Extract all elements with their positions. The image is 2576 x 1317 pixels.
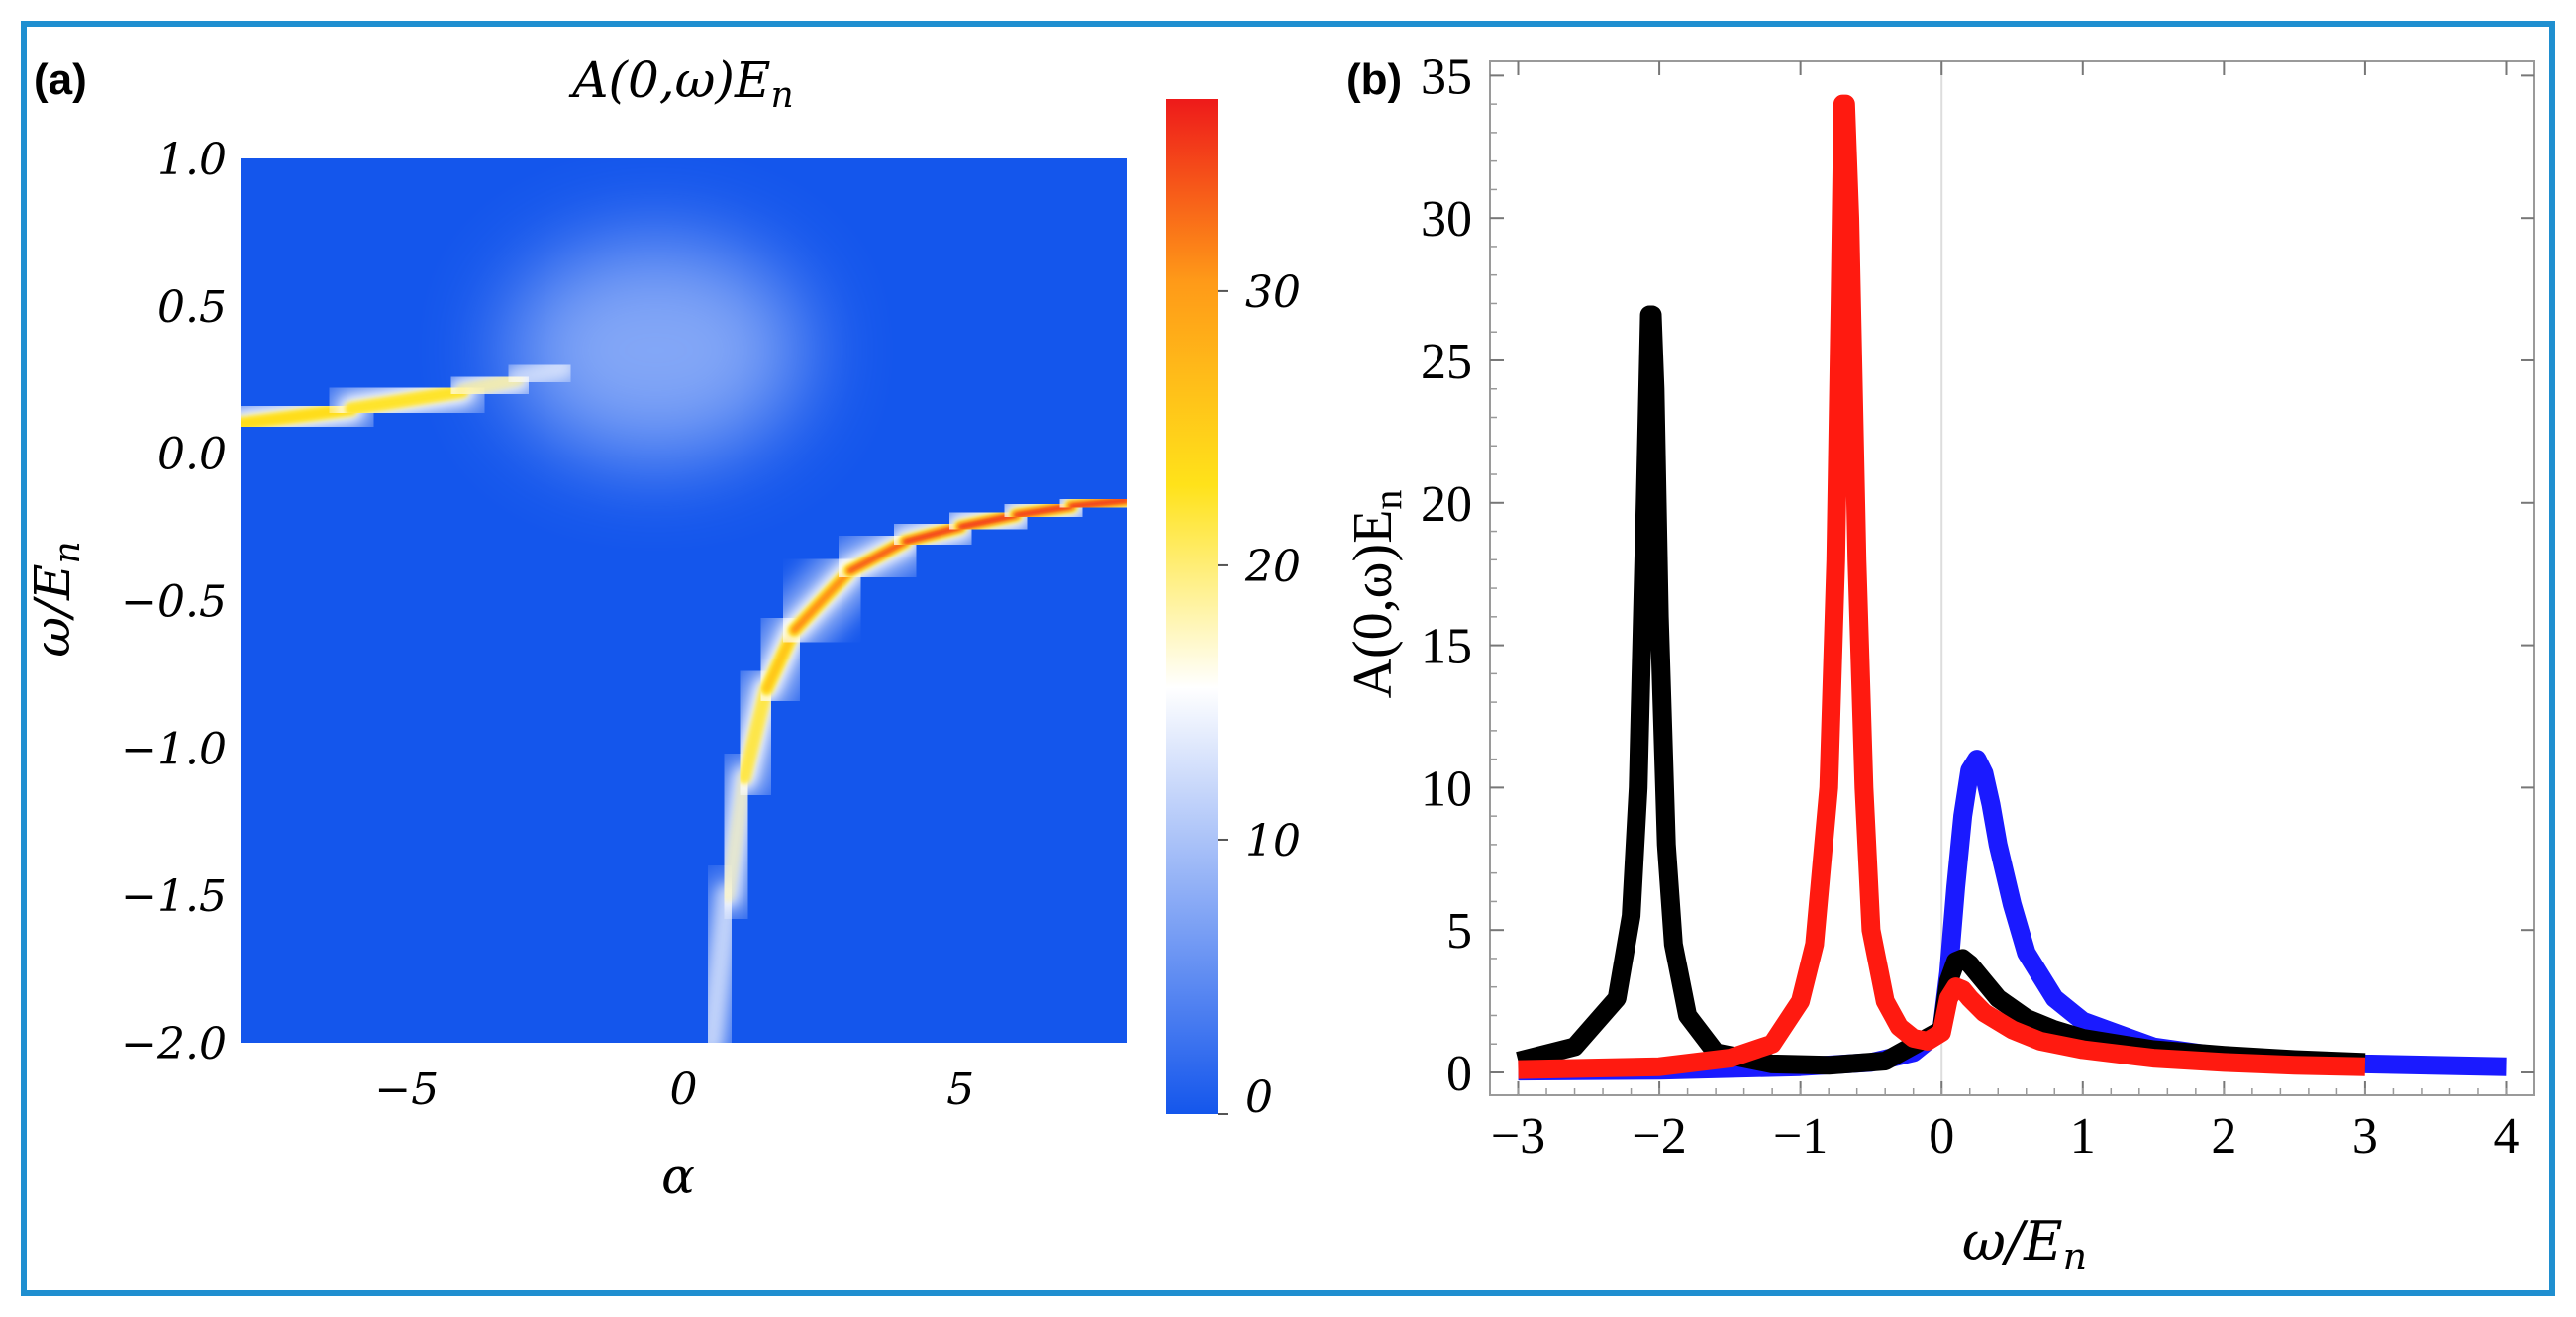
line-y-tick-label: 15 <box>1421 619 1472 675</box>
heatmap-x-axis-label: α <box>661 1148 695 1205</box>
heatmap-x-tick-label: 0 <box>670 1064 698 1115</box>
line-x-tick-label: 2 <box>2211 1108 2236 1165</box>
heatmap-y-tick-label: 1.0 <box>157 135 227 185</box>
line-y-axis-label: A(0,ω)En <box>1342 490 1410 699</box>
colorbar-tick-label: 0 <box>1245 1072 1273 1123</box>
series-black-line <box>1516 305 2366 1075</box>
line-x-tick-label: 3 <box>2352 1108 2378 1165</box>
colorbar-tick-label: 10 <box>1245 816 1301 866</box>
line-y-tick-label: 0 <box>1446 1046 1472 1102</box>
line-x-axis-label: ω/En <box>1962 1210 2087 1278</box>
line-x-tick-label: 1 <box>2070 1108 2096 1165</box>
line-x-tick-label: −3 <box>1491 1108 1545 1165</box>
heatmap-x-tick-label: 5 <box>946 1064 974 1115</box>
heatmap-y-tick-label: −1.0 <box>121 724 227 774</box>
heatmap-x-tick-label: −5 <box>374 1064 439 1115</box>
heatmap-y-tick-label: 0.5 <box>157 282 227 333</box>
line-x-tick-label: 4 <box>2493 1108 2519 1165</box>
series-red-line <box>1518 94 2366 1079</box>
upper-branch-segment <box>505 355 574 392</box>
heatmap-origin-glow <box>507 241 805 459</box>
heatmap-y-tick-label: −2.0 <box>121 1019 227 1069</box>
line-y-tick-label: 20 <box>1421 476 1472 533</box>
line-plot-frame <box>1489 60 2535 1096</box>
line-y-tick-label: 25 <box>1421 334 1472 390</box>
panel-b-label: (b) <box>1346 55 1402 104</box>
line-y-tick-label: 10 <box>1421 760 1472 817</box>
panel-a: (a) A(0,ω)En 1.0 0.5 0.0 −0.5 −1.0 −1.5 −2.0 −5… <box>24 51 1301 1205</box>
heatmap-y-axis-label: ω/En <box>24 541 88 657</box>
heatmap-y-tick-label: −1.5 <box>121 871 227 922</box>
panel-b: (b) −3 −2 −1 0 1 2 3 4 0 5 10 15 20 25 30 35 ω/En A(0,ω… <box>1342 49 2535 1278</box>
line-x-tick-label: −1 <box>1773 1108 1828 1165</box>
line-y-tick-label: 30 <box>1421 191 1472 248</box>
line-x-tick-label: −2 <box>1632 1108 1686 1165</box>
line-y-tick-label: 35 <box>1421 49 1472 105</box>
heatmap-y-tick-label: −0.5 <box>121 577 227 628</box>
heatmap-y-tick-label: 0.0 <box>157 430 227 480</box>
lower-branch-segment <box>1069 498 1127 509</box>
colorbar-tick-label: 30 <box>1245 267 1301 318</box>
panel-a-title: A(0,ω)En <box>568 51 793 116</box>
line-y-tick-label: 5 <box>1446 903 1472 960</box>
panel-a-label: (a) <box>34 55 87 104</box>
colorbar <box>1166 99 1218 1114</box>
heatmap-area <box>241 158 1127 1043</box>
line-x-tick-label: 0 <box>1929 1108 1954 1165</box>
colorbar-tick-label: 20 <box>1244 542 1301 592</box>
